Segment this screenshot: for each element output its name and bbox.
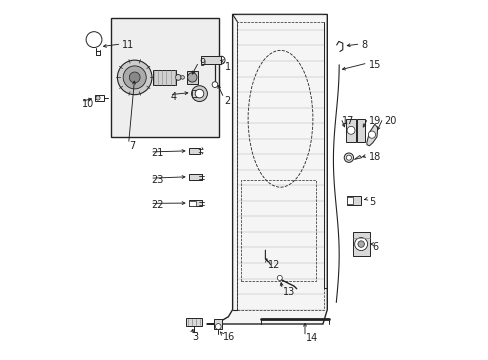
Text: 11: 11	[122, 40, 134, 50]
Bar	[347, 197, 352, 204]
Bar	[192, 90, 199, 97]
Bar	[201, 56, 221, 64]
Circle shape	[346, 126, 354, 134]
Text: 14: 14	[305, 333, 317, 343]
Text: 5: 5	[368, 197, 374, 207]
Text: 20: 20	[384, 116, 396, 126]
Polygon shape	[354, 156, 361, 159]
Bar	[152, 70, 176, 85]
Bar	[186, 318, 202, 326]
Circle shape	[117, 60, 152, 95]
Text: 19: 19	[368, 116, 380, 126]
Text: 1: 1	[224, 62, 230, 72]
Bar	[189, 201, 196, 206]
Circle shape	[277, 275, 282, 280]
Text: 7: 7	[129, 141, 135, 151]
Text: 6: 6	[371, 242, 378, 252]
Text: 15: 15	[368, 60, 380, 70]
Circle shape	[367, 131, 375, 138]
Text: 23: 23	[151, 175, 163, 185]
Circle shape	[96, 96, 100, 100]
Circle shape	[191, 86, 207, 102]
Circle shape	[357, 241, 364, 247]
Bar	[95, 95, 104, 101]
Circle shape	[181, 76, 184, 79]
Circle shape	[129, 72, 140, 83]
Text: 4: 4	[170, 92, 177, 102]
Circle shape	[344, 153, 353, 162]
Text: 8: 8	[361, 40, 367, 50]
Text: 22: 22	[151, 200, 163, 210]
Bar	[352, 232, 369, 256]
Circle shape	[215, 324, 221, 329]
Text: 13: 13	[283, 287, 295, 297]
Polygon shape	[366, 124, 377, 146]
Text: 2: 2	[224, 96, 230, 106]
Circle shape	[346, 155, 351, 160]
Text: 9: 9	[199, 58, 205, 68]
Bar	[214, 319, 222, 329]
Text: 18: 18	[368, 152, 380, 162]
Circle shape	[86, 32, 102, 48]
Text: 21: 21	[151, 148, 163, 158]
Bar	[356, 119, 365, 142]
Circle shape	[187, 73, 197, 82]
Circle shape	[195, 89, 203, 98]
Bar	[346, 119, 355, 142]
Circle shape	[123, 66, 146, 89]
Circle shape	[354, 238, 367, 251]
Text: 17: 17	[341, 116, 353, 126]
Text: 10: 10	[81, 99, 94, 109]
Bar	[188, 200, 201, 206]
Polygon shape	[206, 14, 326, 324]
Bar	[188, 148, 200, 154]
Bar	[111, 18, 219, 137]
Bar	[347, 196, 361, 205]
Bar	[186, 71, 197, 84]
Text: 12: 12	[267, 260, 280, 270]
Text: 16: 16	[223, 332, 235, 342]
Circle shape	[212, 82, 218, 87]
Text: 3: 3	[192, 332, 198, 342]
Circle shape	[175, 75, 181, 80]
Bar	[188, 174, 201, 180]
